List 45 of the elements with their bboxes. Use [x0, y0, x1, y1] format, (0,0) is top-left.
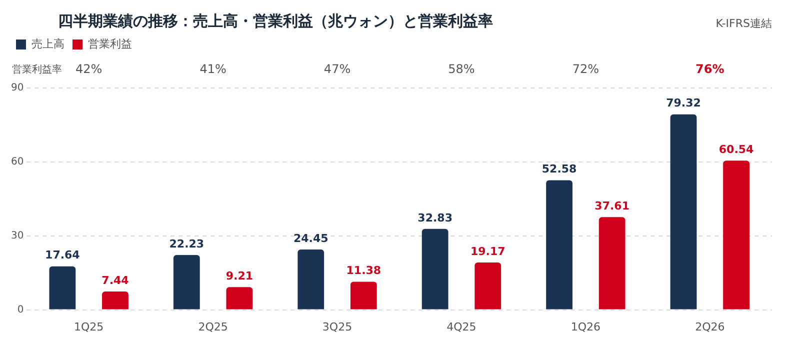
- y-tick-label: 90: [10, 82, 24, 94]
- text: 72%: [572, 62, 600, 76]
- bar: [670, 114, 697, 310]
- bar: [723, 160, 750, 310]
- text: 41%: [200, 62, 226, 76]
- data-label: 32.83: [418, 211, 452, 224]
- chart-subtitle: K-IFRS連結: [716, 16, 772, 31]
- legend-label: 営業利益: [88, 37, 132, 50]
- y-tick-label: 0: [17, 304, 24, 316]
- text: 58%: [448, 62, 475, 76]
- y-tick-label: 30: [10, 230, 24, 242]
- data-label: 24.45: [293, 232, 328, 245]
- data-label: 60.54: [718, 142, 754, 156]
- bar: [49, 266, 76, 310]
- bar: [350, 282, 377, 310]
- bar: [422, 228, 448, 310]
- legend-label: 売上高: [32, 37, 64, 50]
- bar: [598, 217, 626, 310]
- chart-title: 四半期業績の推移：売上高・営業利益（兆ウォン）と営業利益率: [58, 12, 493, 31]
- data-label: 37.61: [594, 199, 630, 212]
- data-label: 7.44: [102, 274, 130, 287]
- x-tick-label: 4Q25: [446, 320, 476, 334]
- bar: [102, 291, 128, 310]
- x-tick-label: 2Q26: [695, 320, 725, 334]
- data-label: 79.32: [666, 96, 701, 110]
- bar: [226, 287, 253, 310]
- data-label: 22.23: [169, 237, 204, 250]
- bar: [173, 255, 200, 310]
- text: 42%: [75, 62, 102, 76]
- x-tick-label: 1Q26: [570, 320, 601, 334]
- y-tick-label: 60: [10, 156, 24, 168]
- x-tick-label: 3Q25: [322, 320, 352, 334]
- text: 76%: [696, 62, 724, 76]
- text: 営業利益率: [12, 64, 62, 76]
- data-label: 9.21: [226, 269, 254, 282]
- text: 47%: [324, 62, 351, 76]
- bar: [298, 250, 324, 310]
- bar: [474, 262, 502, 310]
- data-label: 11.38: [346, 264, 382, 278]
- x-tick-label: 1Q25: [74, 320, 104, 334]
- data-label: 52.58: [542, 162, 577, 176]
- data-label: 19.17: [470, 244, 506, 258]
- data-label: 17.64: [45, 248, 80, 262]
- x-tick-label: 2Q25: [198, 320, 228, 334]
- bar: [546, 180, 572, 310]
